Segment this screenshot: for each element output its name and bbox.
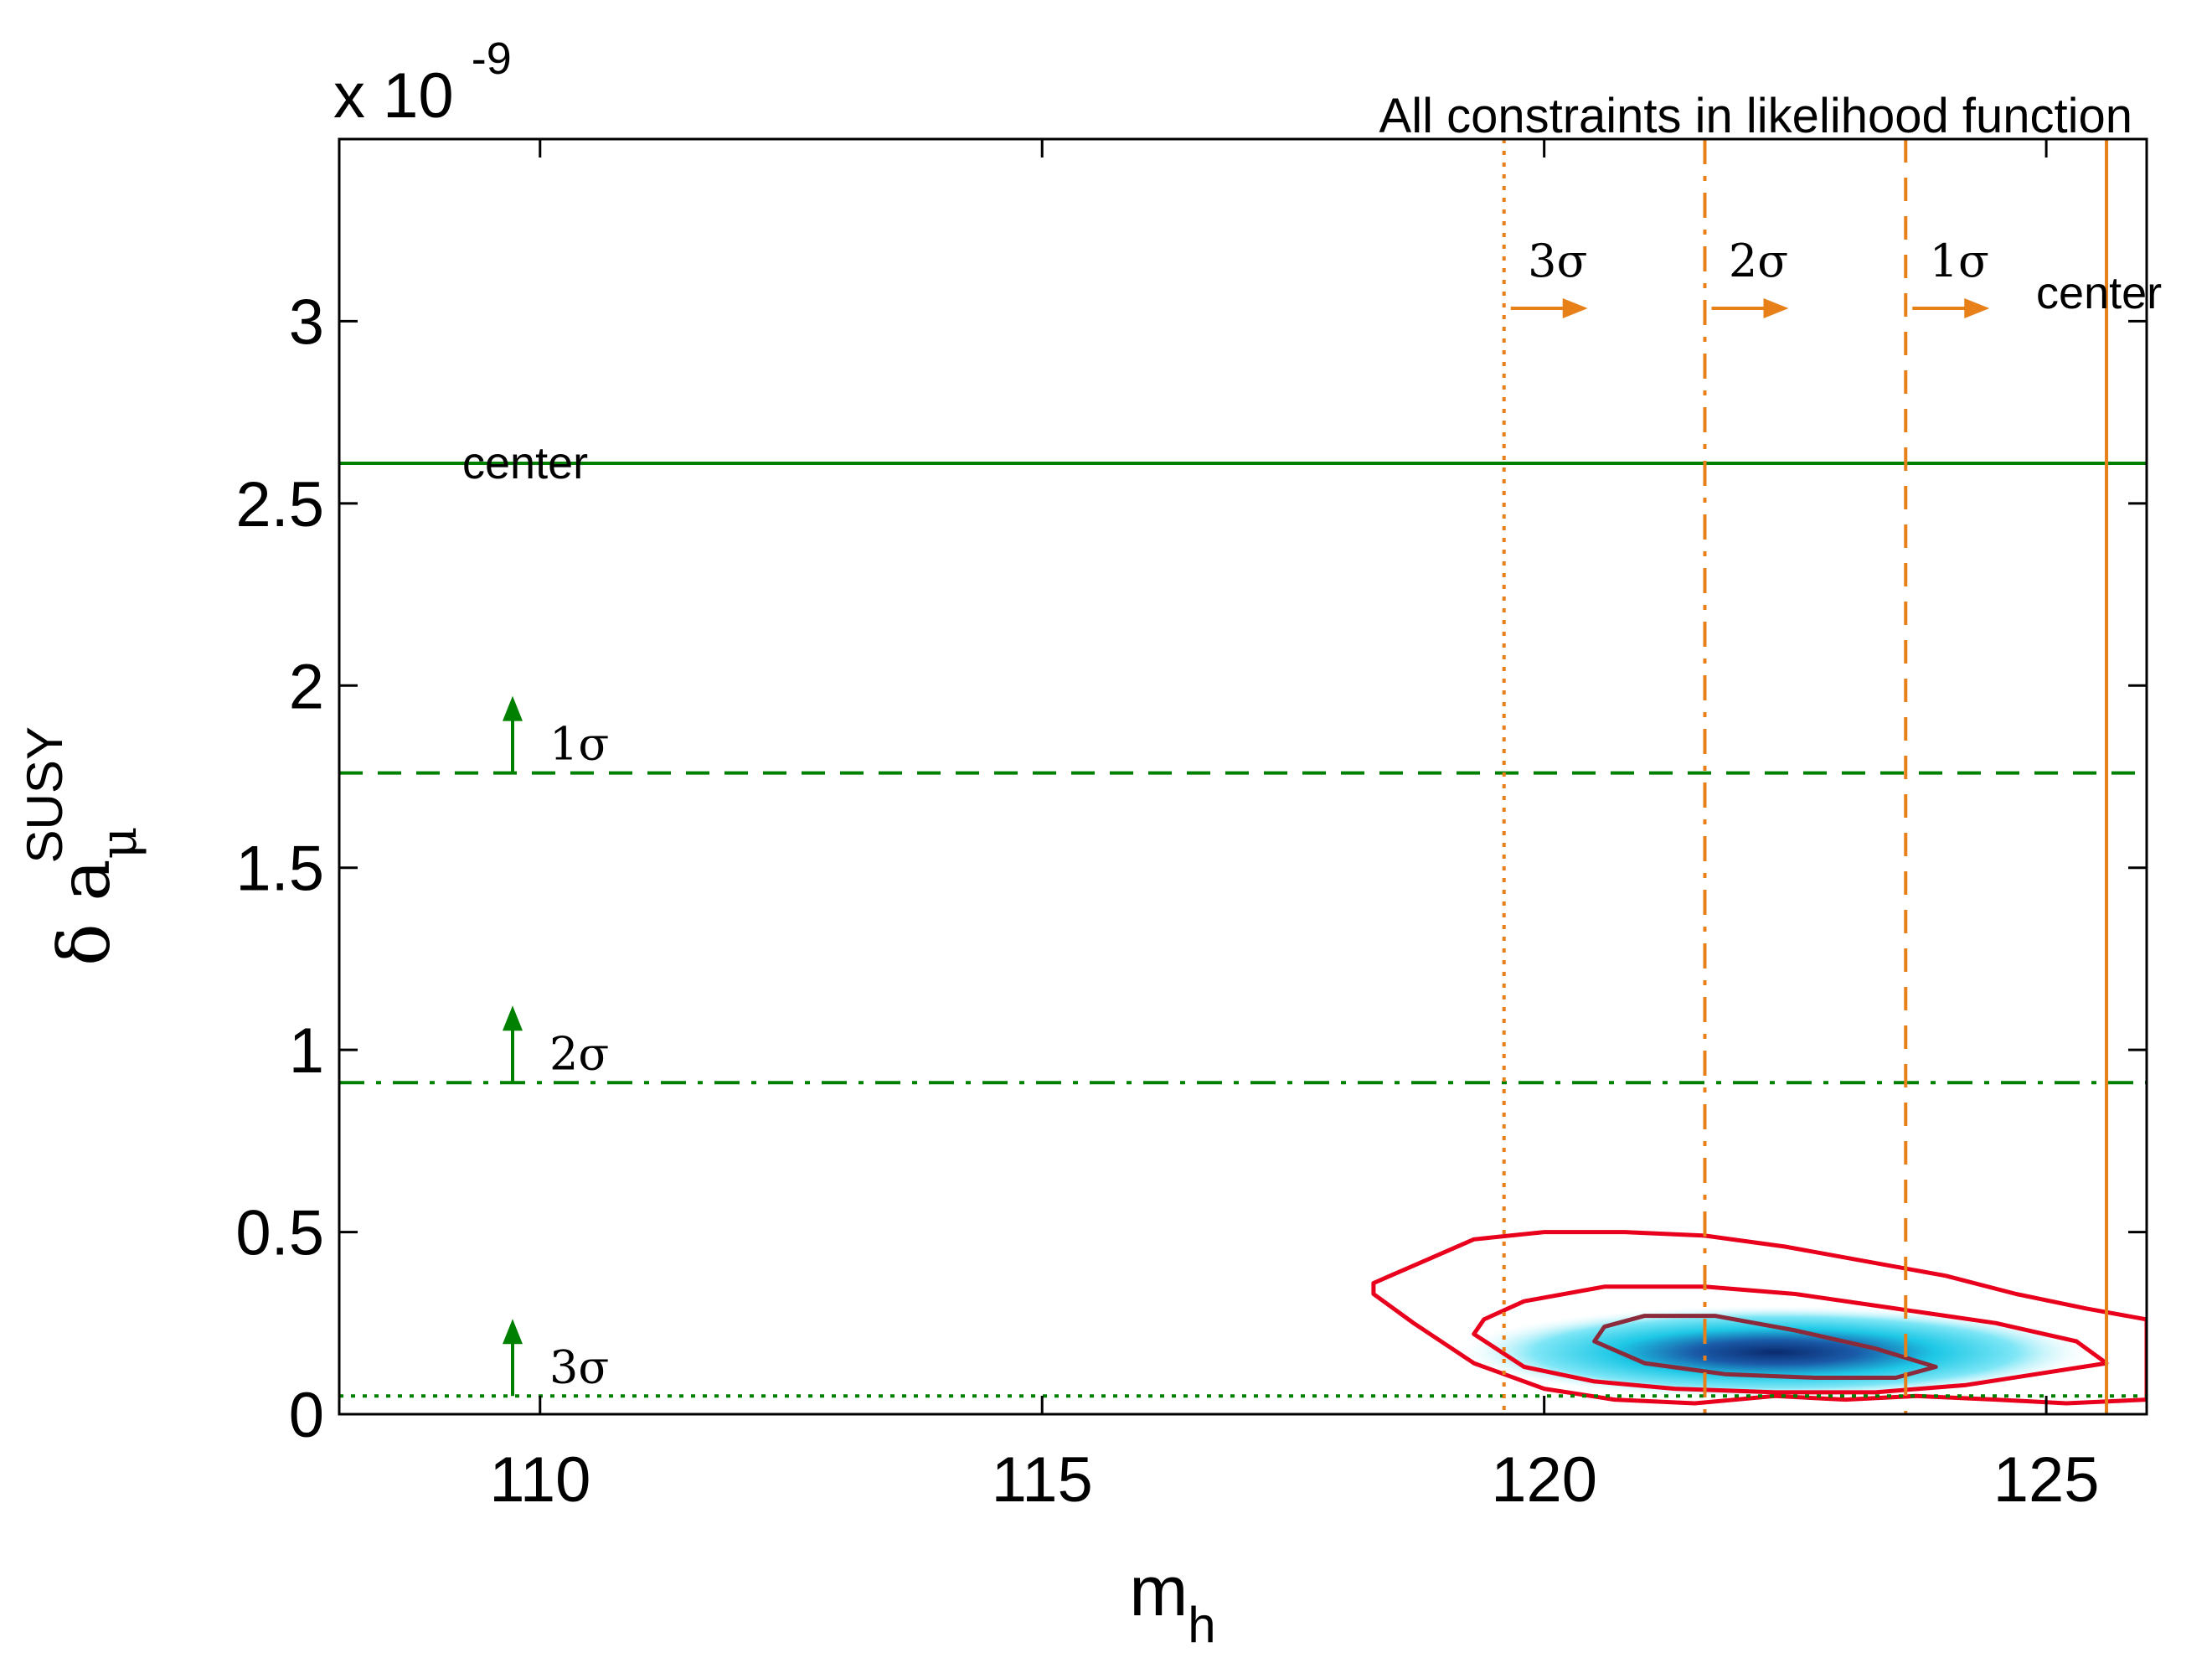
hline-label-center: center bbox=[462, 438, 588, 488]
y-tick-label-3: 3 bbox=[289, 287, 324, 358]
x-tick-label-125: 125 bbox=[1993, 1444, 2100, 1516]
vline-label-2sigma: 2σ bbox=[1729, 235, 1788, 287]
vertical-lines bbox=[1502, 139, 2109, 1414]
plot-area bbox=[339, 139, 2147, 1414]
x-axis: 110 115 120 125 bbox=[489, 139, 2100, 1516]
y-axis: 0 0.5 1 1.5 2 2.5 3 bbox=[235, 287, 2147, 1451]
x-tick-label-120: 120 bbox=[1491, 1444, 1597, 1516]
hline-label-3sigma: 3σ bbox=[549, 1340, 609, 1393]
contour-middle bbox=[1472, 1284, 2109, 1395]
contour-layer bbox=[1371, 1230, 2147, 1406]
x-axis-label-subscript: h bbox=[1188, 1597, 1215, 1653]
y-tick-label-2: 2 bbox=[289, 651, 324, 722]
vline-label-center: center bbox=[2036, 268, 2162, 318]
vline-arrowhead-1sigma bbox=[1964, 298, 1990, 318]
horizontal-lines bbox=[339, 462, 2147, 1398]
y-tick-label-1.5: 1.5 bbox=[235, 834, 324, 905]
annotations: center 1σ 2σ 3σ center 1σ 2σ 3σ bbox=[462, 235, 2162, 1397]
x-tick-label-110: 110 bbox=[489, 1444, 590, 1516]
vline-label-3sigma: 3σ bbox=[1528, 235, 1587, 287]
y-multiplier: x 10 -9 bbox=[333, 34, 512, 132]
plot-frame bbox=[338, 137, 2148, 1416]
contour-outer bbox=[1371, 1230, 2147, 1406]
hline-label-1sigma: 1σ bbox=[549, 718, 609, 771]
y-tick-label-0: 0 bbox=[289, 1380, 324, 1451]
hline-label-2sigma: 2σ bbox=[549, 1027, 609, 1080]
y-axis-label: δ aμSUSY bbox=[17, 726, 148, 966]
hline-arrowhead-3sigma bbox=[503, 1319, 523, 1345]
vline-arrowhead-2sigma bbox=[1763, 298, 1789, 318]
chart-title: All constraints in likelihood function bbox=[1379, 89, 2132, 143]
y-tick-label-1: 1 bbox=[289, 1015, 324, 1087]
y-axis-label-subscript: μ bbox=[90, 827, 148, 860]
hline-arrowhead-1sigma bbox=[503, 695, 523, 721]
x-axis-label: mh bbox=[1129, 1552, 1215, 1653]
y-axis-label-superscript: SUSY bbox=[17, 726, 73, 863]
vline-label-1sigma: 1σ bbox=[1930, 235, 1989, 287]
hline-arrowhead-2sigma bbox=[503, 1005, 523, 1031]
y-tick-label-2.5: 2.5 bbox=[235, 469, 324, 540]
contour-inner bbox=[1592, 1314, 1938, 1380]
y-multiplier-exponent: -9 bbox=[472, 34, 512, 84]
density-region bbox=[1453, 1304, 2097, 1400]
y-tick-label-0.5: 0.5 bbox=[235, 1198, 324, 1269]
x-tick-label-115: 115 bbox=[992, 1444, 1093, 1516]
density-layer bbox=[1453, 1304, 2097, 1400]
vline-arrowhead-3sigma bbox=[1562, 298, 1588, 318]
